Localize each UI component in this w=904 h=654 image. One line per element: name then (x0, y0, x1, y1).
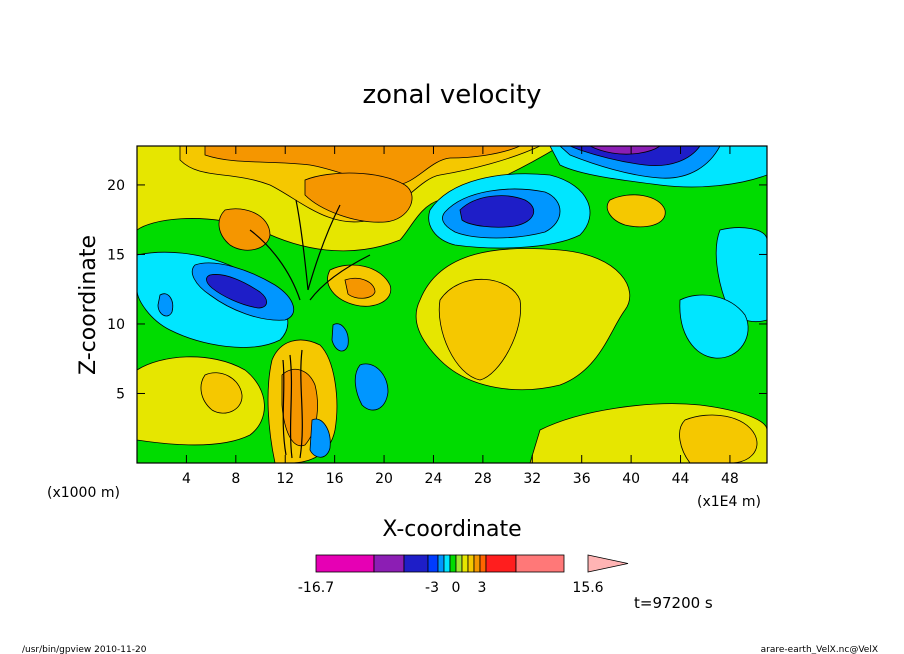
y-tick-label: 20 (107, 178, 125, 194)
x-tick-label: 40 (622, 471, 640, 487)
footer-right: arare-earth_VelX.nc@VelX (761, 645, 878, 654)
colorbar-segment (437, 554, 445, 573)
colorbar-label: 0 (452, 580, 461, 596)
colorbar-segment (473, 554, 481, 573)
x-unit-right: (x1E4 m) (697, 494, 761, 510)
positive-bottom-left (137, 356, 265, 446)
colorbar-segment (373, 554, 405, 573)
chart-title: zonal velocity (362, 80, 541, 110)
plot-frame (136, 145, 768, 464)
colorbar-segment (403, 554, 429, 573)
colorbar-segment (461, 554, 469, 573)
x-tick-label: 4 (182, 471, 191, 487)
colorbar-tip (587, 554, 629, 573)
x-tick-label: 8 (231, 471, 240, 487)
x-tick-label: 28 (474, 471, 492, 487)
blue-spot (157, 293, 174, 317)
positive-region-2 (438, 278, 522, 381)
column-contours (249, 199, 371, 459)
x-tick-label: 12 (276, 471, 294, 487)
colorbar: -16.7 -3 0 3 15.6 (298, 554, 629, 596)
x-tick-label: 32 (523, 471, 541, 487)
x-tick-label: 16 (326, 471, 344, 487)
x-axis-label: X-coordinate (382, 517, 521, 542)
darkblue-left (206, 274, 267, 309)
x-tick-label: 20 (375, 471, 393, 487)
x-tick-label: 24 (425, 471, 443, 487)
colorbar-segment (315, 554, 375, 573)
central-blue-1 (354, 363, 389, 411)
cyan-mid-right (679, 294, 749, 359)
colorbar-label: 15.6 (572, 580, 603, 596)
colorbar-segment (449, 554, 457, 573)
x-tick-label: 36 (573, 471, 591, 487)
y-tick-label: 15 (107, 247, 125, 263)
orange-blob-2 (218, 208, 271, 251)
colorbar-segment (479, 554, 487, 573)
footer-left: /usr/bin/gpview 2010-11-20 (22, 645, 147, 654)
x-tick-label: 48 (721, 471, 739, 487)
colorbar-segment (455, 554, 463, 573)
y-axis-label: Z-coordinate (76, 235, 101, 375)
x-tick-label: 44 (672, 471, 690, 487)
orange-bottom-left (200, 372, 243, 414)
colorbar-label: 3 (478, 580, 487, 596)
orange-blob-1 (304, 172, 413, 223)
time-annotation: t=97200 s (634, 594, 713, 612)
orange-bottom-right (679, 414, 758, 463)
purple-top-corner (589, 146, 661, 155)
colorbar-label: -3 (425, 580, 439, 596)
central-blue-2 (309, 418, 331, 458)
y-tick-label: 5 (116, 386, 125, 402)
x-axis: 4 8 12 16 20 24 28 32 36 40 44 48 (182, 146, 739, 487)
x-unit-left: (x1000 m) (47, 485, 120, 501)
colorbar-segment (427, 554, 439, 573)
colorbar-label: -16.7 (298, 580, 334, 596)
orange-right (606, 194, 666, 228)
colorbar-segment (515, 554, 565, 573)
darkblue-top-right (459, 195, 535, 228)
orange-blob-4 (344, 277, 376, 299)
plot-area (137, 146, 767, 463)
colorbar-segment (443, 554, 451, 573)
central-blue-3 (331, 323, 349, 352)
colorbar-segment (467, 554, 475, 573)
colorbar-segment (485, 554, 517, 573)
y-tick-label: 10 (107, 317, 125, 333)
y-axis: 5 10 15 20 (107, 178, 767, 402)
